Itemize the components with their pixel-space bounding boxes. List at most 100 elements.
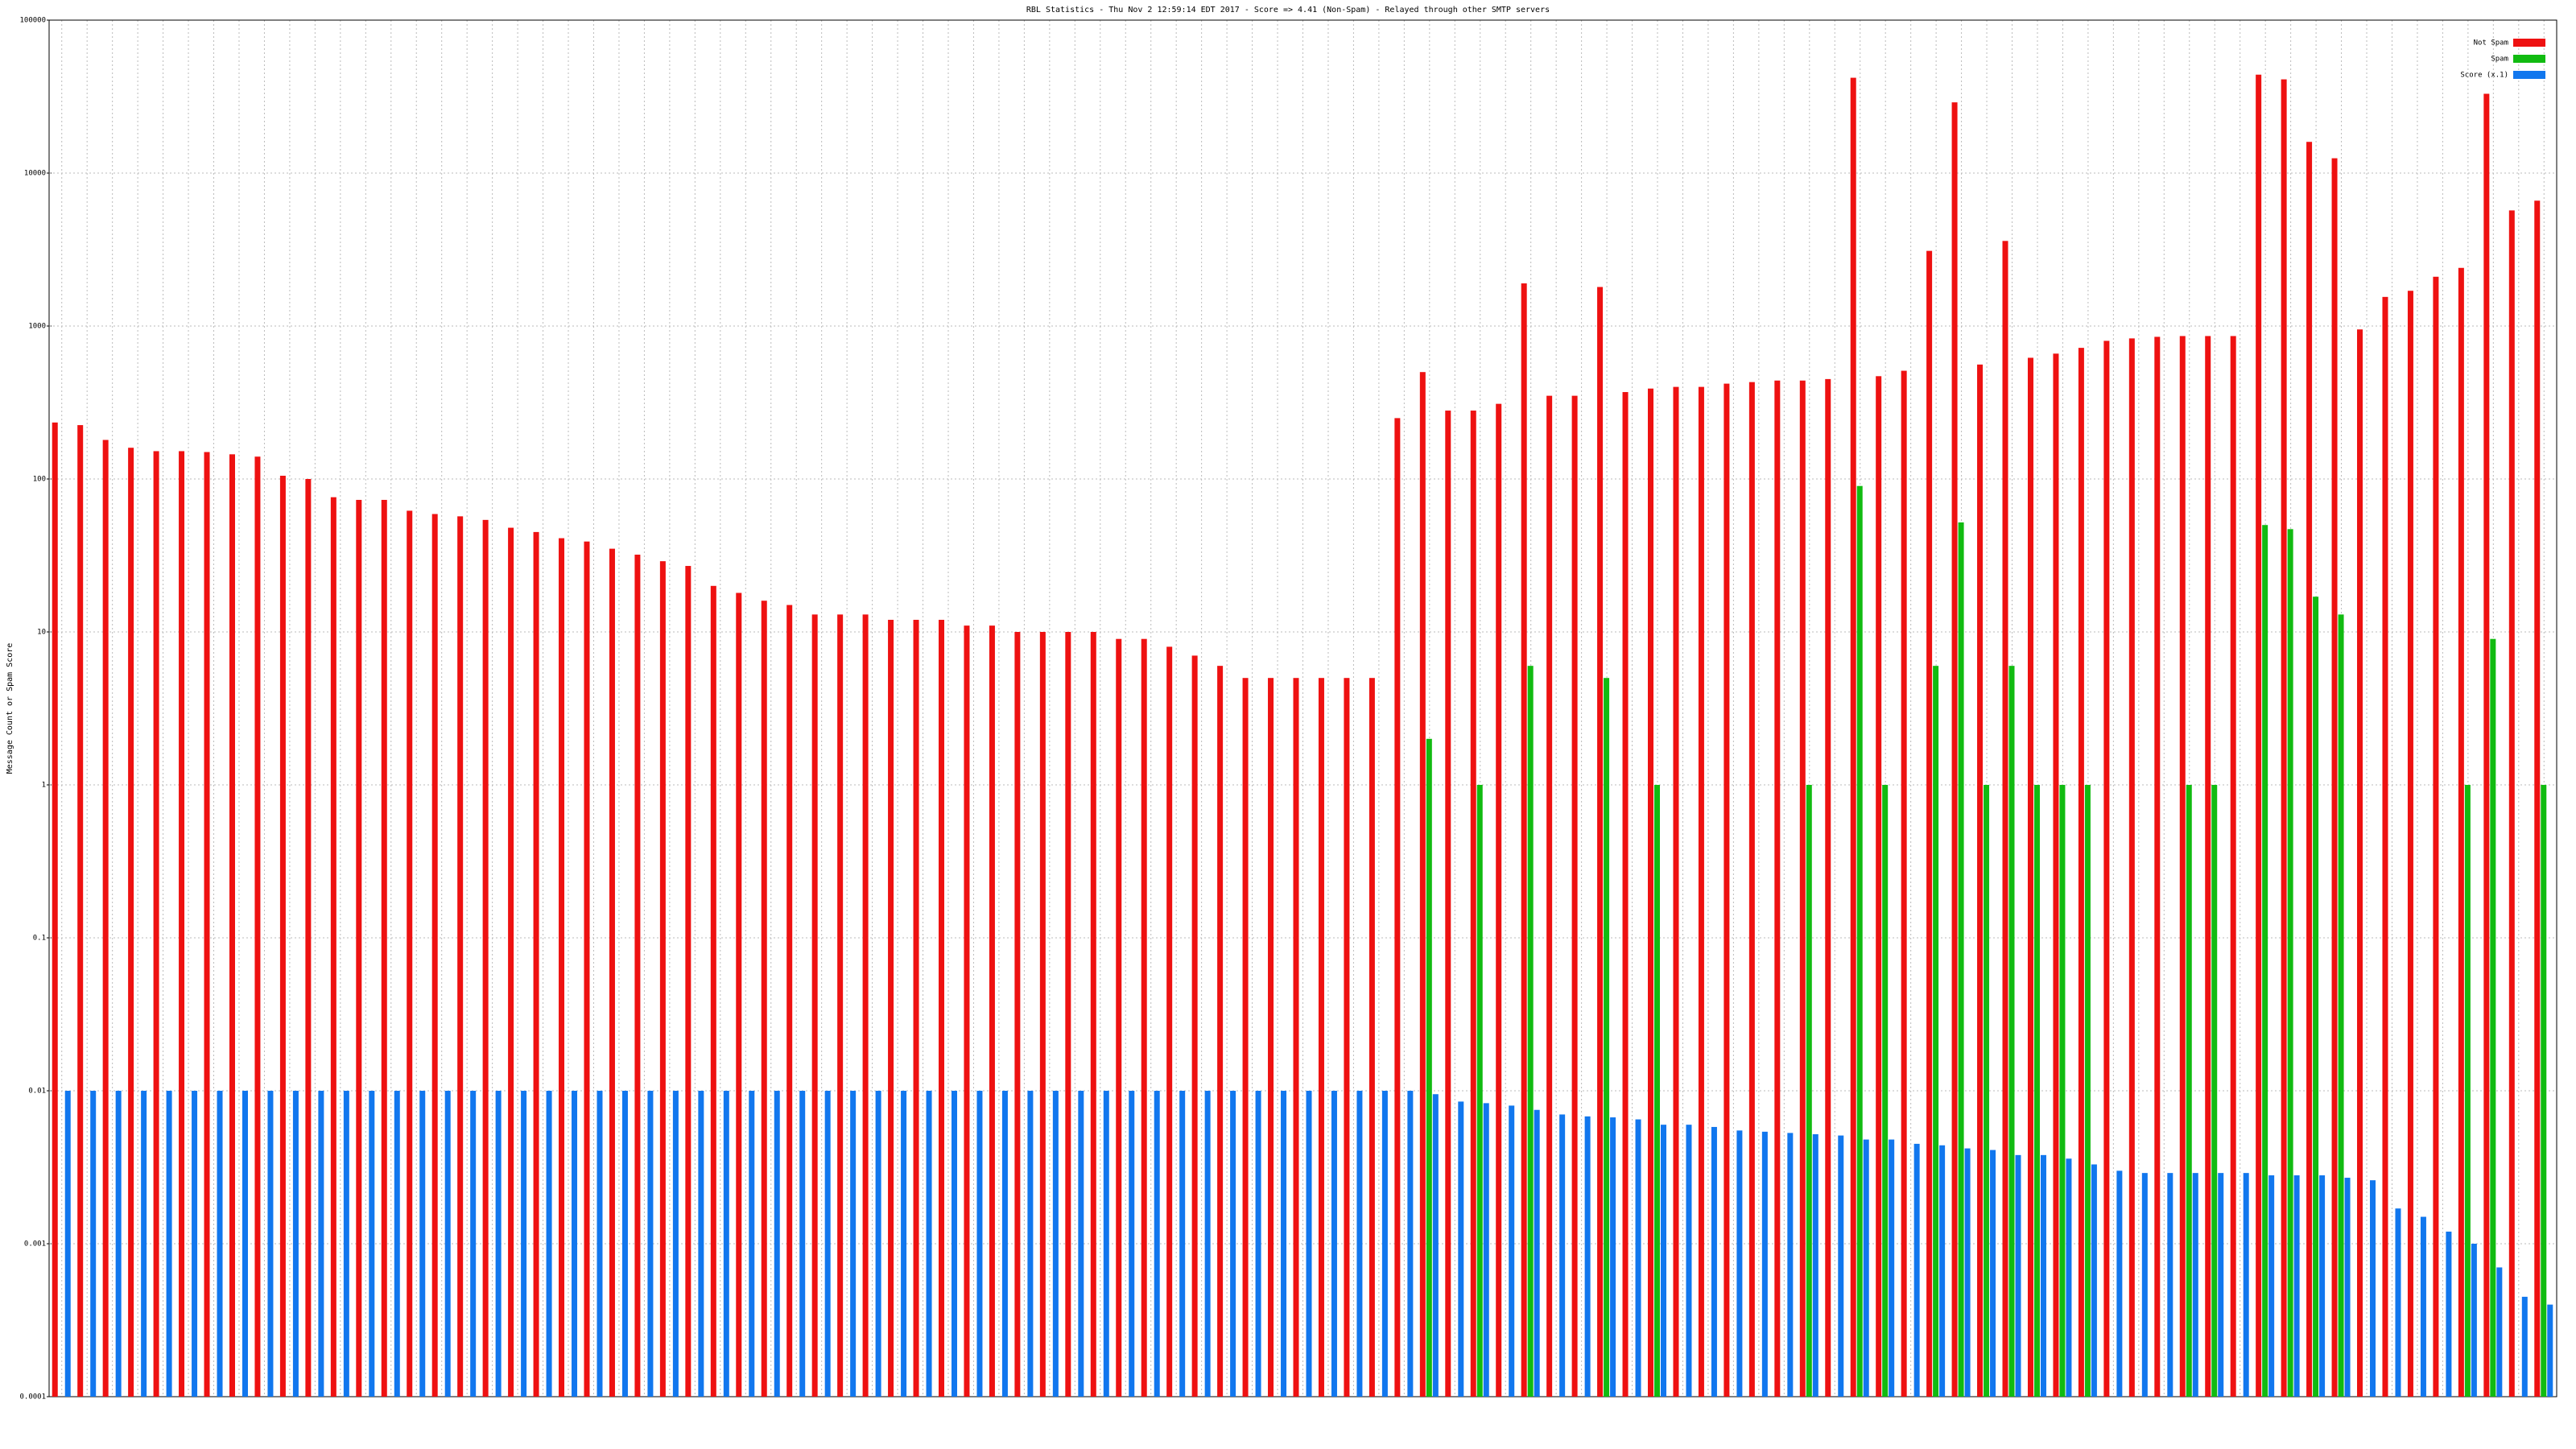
bar <box>926 1091 932 1397</box>
bar <box>1521 283 1527 1397</box>
bar <box>1419 372 1426 1397</box>
bar <box>2262 525 2268 1397</box>
y-tick-label: 0.001 <box>24 1241 46 1249</box>
bar <box>292 1091 299 1397</box>
bar <box>1774 380 1781 1397</box>
bar <box>2313 597 2319 1397</box>
bar <box>1204 1091 1211 1397</box>
bar <box>1825 378 1831 1397</box>
bar <box>2211 785 2218 1397</box>
bar <box>1882 785 1889 1397</box>
bar <box>1711 1126 1717 1397</box>
bar <box>2344 1178 2351 1397</box>
bar <box>2521 1296 2528 1397</box>
bar <box>1648 388 1654 1397</box>
bar <box>786 605 793 1397</box>
bar <box>609 548 615 1397</box>
bar <box>2407 291 2413 1397</box>
bar <box>1065 632 1071 1397</box>
bar <box>369 1091 375 1397</box>
bar <box>2027 357 2033 1397</box>
bar <box>1344 678 1350 1397</box>
bar <box>482 519 489 1397</box>
bar <box>431 514 438 1397</box>
bar <box>267 1091 274 1397</box>
bar <box>2218 1173 2224 1397</box>
bar <box>2382 296 2388 1397</box>
bar <box>1939 1145 1946 1397</box>
bar <box>1597 287 1604 1397</box>
bar <box>1748 382 1755 1397</box>
bar <box>546 1091 552 1397</box>
bar <box>1635 1119 1641 1397</box>
bar <box>1698 386 1704 1397</box>
bar <box>1901 370 1907 1397</box>
y-tick-label: 0.1 <box>33 935 46 943</box>
bar <box>723 1091 729 1397</box>
bar <box>1381 1091 1388 1397</box>
bar <box>1610 1117 1616 1397</box>
bar <box>1876 376 1882 1397</box>
bar <box>305 479 312 1397</box>
bar <box>572 1091 578 1397</box>
bar <box>1154 1091 1160 1397</box>
bar <box>1217 666 1224 1397</box>
bar <box>1571 395 1578 1397</box>
bar <box>153 451 159 1397</box>
bar <box>2141 1173 2148 1397</box>
bar <box>2186 785 2192 1397</box>
bar <box>1039 632 1046 1397</box>
bar <box>356 499 362 1397</box>
y-tick-label: 10000 <box>24 170 46 178</box>
bar <box>2116 1170 2123 1397</box>
bar <box>1736 1130 1743 1397</box>
bar <box>2230 336 2236 1397</box>
bar <box>749 1091 755 1397</box>
bar <box>1103 1091 1109 1397</box>
bar <box>1306 1091 1312 1397</box>
legend-label: Score (x.1) <box>2460 72 2508 80</box>
bar <box>1661 1125 1667 1397</box>
bar <box>2458 267 2464 1397</box>
bar <box>559 538 565 1397</box>
bar <box>1141 638 1147 1397</box>
bar <box>2002 241 2008 1397</box>
bar <box>77 425 84 1397</box>
chart-title: RBL Statistics - Thu Nov 2 12:59:14 EDT … <box>1026 6 1550 14</box>
bar <box>2370 1180 2376 1397</box>
bar <box>2008 666 2015 1397</box>
bar <box>2033 785 2040 1397</box>
bar <box>659 561 666 1397</box>
bar <box>1426 738 1432 1397</box>
bar <box>2338 614 2344 1397</box>
bar <box>1166 646 1173 1397</box>
legend-swatch <box>2513 71 2545 79</box>
bar <box>2128 338 2135 1397</box>
bar <box>419 1091 426 1397</box>
bar <box>2078 348 2084 1397</box>
bar <box>2446 1231 2452 1397</box>
bar <box>736 592 742 1397</box>
bar <box>1318 678 1324 1397</box>
bar <box>1534 1109 1540 1397</box>
bar <box>2059 785 2066 1397</box>
bar <box>2268 1175 2275 1397</box>
bar <box>1984 785 1990 1397</box>
bar <box>64 1091 71 1397</box>
bar <box>394 1091 400 1397</box>
bar <box>330 497 336 1397</box>
bar <box>1509 1105 1515 1397</box>
bar <box>1407 1091 1414 1397</box>
bar <box>976 1091 983 1397</box>
bar <box>584 541 590 1397</box>
bar <box>2534 200 2541 1397</box>
bar <box>964 625 970 1397</box>
bar <box>90 1091 97 1397</box>
bar <box>597 1091 603 1397</box>
bar <box>2541 785 2547 1397</box>
bar <box>1951 102 1958 1397</box>
bar <box>1331 1091 1337 1397</box>
bar <box>1604 678 1610 1397</box>
bar <box>1027 1091 1034 1397</box>
bar <box>621 1091 628 1397</box>
